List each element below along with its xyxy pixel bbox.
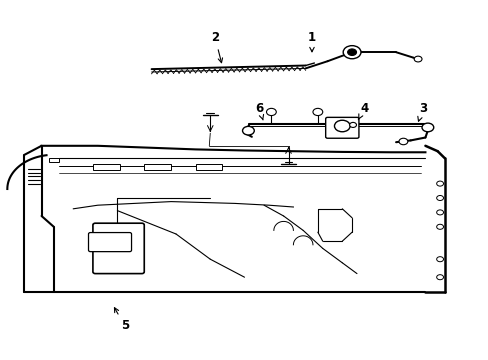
Bar [144,164,171,170]
Circle shape [436,257,443,262]
Circle shape [436,195,443,201]
Circle shape [398,138,407,145]
Circle shape [266,108,276,116]
FancyBboxPatch shape [325,117,358,138]
Circle shape [413,56,421,62]
Circle shape [347,49,356,55]
Text: 6: 6 [255,102,263,120]
Circle shape [343,46,360,59]
Circle shape [334,120,349,132]
Text: 1: 1 [307,31,315,52]
Circle shape [436,181,443,186]
Circle shape [436,275,443,280]
Text: 4: 4 [358,102,367,120]
FancyBboxPatch shape [88,233,131,252]
Bar [195,164,222,170]
Circle shape [436,210,443,215]
Text: 5: 5 [114,308,128,332]
Circle shape [436,224,443,229]
FancyBboxPatch shape [93,223,144,274]
Circle shape [312,108,322,116]
Circle shape [242,126,254,135]
Bar [93,164,120,170]
Circle shape [421,123,433,132]
Bar [49,158,59,162]
Circle shape [349,122,356,127]
Text: 3: 3 [417,102,426,121]
Text: 2: 2 [211,31,222,63]
